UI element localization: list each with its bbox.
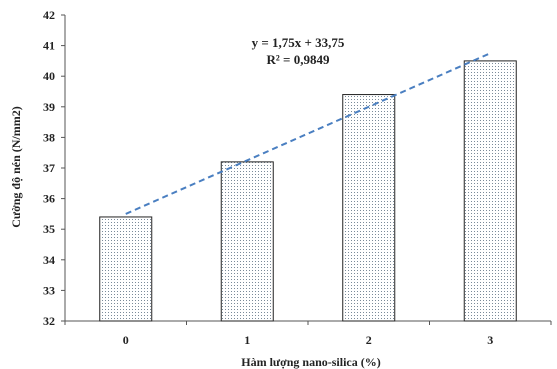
y-axis-title: Cường độ nén (N/mm2) bbox=[9, 106, 23, 228]
bar bbox=[220, 161, 274, 322]
y-tick-label: 35 bbox=[43, 222, 55, 236]
y-tick-label: 33 bbox=[43, 283, 55, 297]
x-tick-label: 1 bbox=[244, 333, 250, 347]
bar bbox=[342, 94, 396, 322]
y-tick-label: 42 bbox=[43, 8, 55, 22]
x-tick-label: 3 bbox=[487, 333, 493, 347]
y-tick-label: 40 bbox=[43, 69, 55, 83]
x-tick-label: 2 bbox=[366, 333, 372, 347]
x-axis-title: Hàm lượng nano-silica (%) bbox=[241, 355, 381, 369]
trendline-r-squared: R² = 0,9849 bbox=[267, 52, 330, 67]
x-tick-label: 0 bbox=[123, 333, 129, 347]
y-tick-label: 41 bbox=[43, 39, 55, 53]
y-tick-label: 36 bbox=[43, 192, 55, 206]
bar bbox=[463, 60, 517, 322]
plot-area: 32 33 34 35 36 37 38 39 40 41 42 0 1 2 3 bbox=[43, 8, 552, 347]
bar bbox=[99, 216, 153, 322]
y-tick-label: 32 bbox=[43, 314, 55, 328]
trendline bbox=[125, 52, 491, 215]
y-tick-label: 37 bbox=[43, 161, 55, 175]
y-tick-label: 38 bbox=[43, 130, 55, 144]
y-tick-label: 34 bbox=[43, 253, 55, 267]
trendline-equation: y = 1,75x + 33,75 bbox=[252, 35, 345, 50]
y-tick-label: 39 bbox=[43, 100, 55, 114]
